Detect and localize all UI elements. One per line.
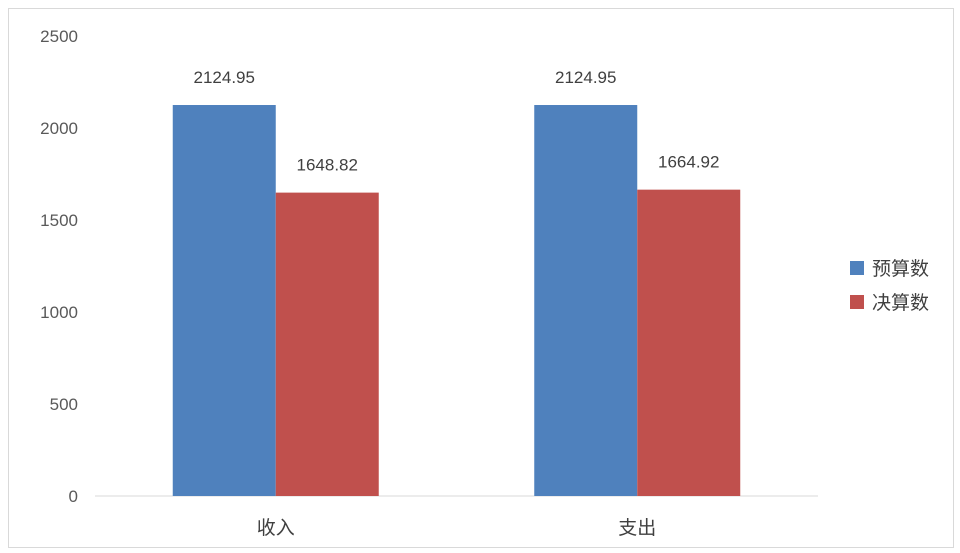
y-tick-label: 1000 xyxy=(40,303,78,322)
data-label: 2124.95 xyxy=(555,68,616,87)
chart-frame xyxy=(8,8,954,548)
data-labels: 2124.95 1648.82 2124.95 1664.92 xyxy=(194,68,720,175)
category-label: 支出 xyxy=(618,517,656,539)
bar-budget-0 xyxy=(172,105,276,496)
y-axis-ticks: 0 500 1000 1500 2000 2500 xyxy=(40,27,78,506)
legend-swatch xyxy=(850,295,864,309)
y-tick-label: 1500 xyxy=(40,211,78,230)
y-tick-label: 2000 xyxy=(40,119,78,138)
category-label: 收入 xyxy=(257,517,295,539)
legend-swatch xyxy=(850,261,864,275)
y-tick-label: 2500 xyxy=(40,27,78,46)
bar-final-0 xyxy=(275,192,379,496)
y-tick-label: 0 xyxy=(69,487,78,506)
legend-label: 预算数 xyxy=(872,258,929,280)
bar-budget-1 xyxy=(534,105,638,496)
data-label: 1664.92 xyxy=(658,153,719,172)
legend-label: 决算数 xyxy=(872,292,929,314)
bars xyxy=(172,105,741,496)
y-tick-label: 500 xyxy=(50,395,78,414)
data-label: 1648.82 xyxy=(297,156,358,175)
data-label: 2124.95 xyxy=(194,68,255,87)
bar-final-1 xyxy=(637,189,741,496)
category-labels: 收入 支出 xyxy=(257,517,657,539)
